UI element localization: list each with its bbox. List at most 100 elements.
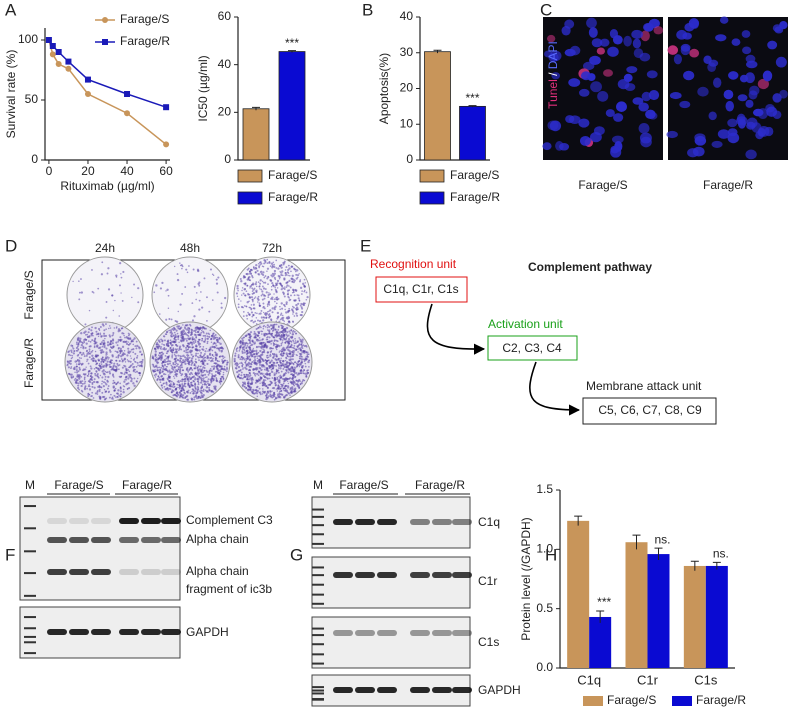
colony: [88, 385, 91, 388]
colony: [167, 374, 170, 376]
legend-swatch: [672, 696, 692, 706]
colony: [165, 357, 168, 360]
nucleus: [683, 70, 695, 81]
column-label: 48h: [180, 241, 200, 255]
colony: [254, 374, 257, 377]
colony: [242, 343, 245, 346]
colony: [266, 386, 270, 390]
colony: [165, 381, 168, 384]
colony: [297, 379, 300, 382]
band: [355, 572, 375, 578]
colony: [74, 371, 76, 373]
colony: [173, 353, 176, 356]
y-axis-label: Apoptosis(%): [377, 53, 391, 124]
colony: [275, 343, 278, 346]
colony: [75, 343, 78, 345]
colony: [182, 329, 185, 331]
colony: [112, 385, 115, 388]
ladder-band: [312, 698, 324, 701]
y-tick-label: 0: [31, 152, 38, 166]
image-label: Farage/S: [578, 178, 627, 192]
colony: [250, 343, 254, 346]
colony: [236, 347, 239, 349]
colony: [112, 398, 114, 400]
colony: [253, 297, 256, 300]
colony: [242, 310, 245, 313]
colony: [212, 377, 215, 380]
colony: [247, 384, 250, 387]
marker: [84, 91, 91, 97]
colony: [175, 329, 178, 332]
colony: [196, 340, 199, 343]
colony: [242, 336, 245, 339]
colony: [198, 284, 201, 287]
colony: [272, 298, 274, 301]
colony: [139, 361, 141, 364]
colony: [225, 370, 228, 373]
colony: [269, 324, 273, 327]
nucleus: [638, 102, 649, 112]
colony: [265, 367, 267, 369]
error-bar: [596, 610, 605, 623]
colony: [206, 335, 209, 338]
colony: [198, 395, 201, 399]
colony: [241, 357, 245, 360]
colony: [251, 298, 254, 301]
colony: [211, 354, 214, 357]
colony: [115, 359, 118, 362]
colony: [272, 353, 274, 355]
colony: [250, 308, 253, 311]
colony: [281, 307, 284, 310]
colony: [266, 310, 269, 313]
band: [432, 687, 452, 693]
colony: [269, 354, 272, 357]
colony: [255, 285, 258, 288]
colony: [279, 367, 282, 370]
colony: [186, 399, 188, 401]
colony: [262, 306, 265, 309]
colony: [110, 340, 113, 343]
colony: [72, 352, 75, 355]
colony: [299, 383, 302, 386]
colony: [254, 362, 257, 366]
colony: [206, 340, 209, 343]
colony: [286, 366, 288, 369]
colony: [298, 355, 301, 358]
colony: [261, 392, 264, 395]
colony: [253, 331, 256, 333]
colony: [191, 373, 194, 375]
colony: [271, 307, 274, 310]
colony: [77, 375, 80, 378]
colony: [138, 346, 140, 348]
colony: [257, 355, 259, 358]
colony: [285, 317, 288, 320]
colony: [136, 355, 139, 357]
colony: [280, 266, 283, 269]
colony: [260, 294, 263, 297]
colony: [105, 351, 108, 354]
colony: [222, 378, 225, 381]
colony: [250, 320, 252, 322]
colony: [243, 348, 246, 351]
nucleus: [731, 38, 741, 46]
colony: [184, 327, 187, 330]
colony: [190, 333, 192, 336]
colony: [277, 396, 280, 399]
colony: [176, 363, 179, 366]
band: [141, 629, 161, 635]
colony: [271, 266, 274, 269]
colony: [128, 343, 131, 346]
colony: [110, 343, 113, 346]
colony: [265, 316, 268, 319]
colony: [280, 288, 283, 291]
colony: [181, 292, 184, 295]
colony: [208, 384, 210, 387]
band: [452, 572, 472, 578]
colony: [123, 365, 127, 368]
band-label: Alpha chain: [186, 564, 249, 578]
band: [355, 630, 375, 636]
colony: [260, 363, 263, 367]
ladder-band: [24, 635, 36, 638]
colony: [201, 306, 204, 309]
band: [355, 687, 375, 693]
